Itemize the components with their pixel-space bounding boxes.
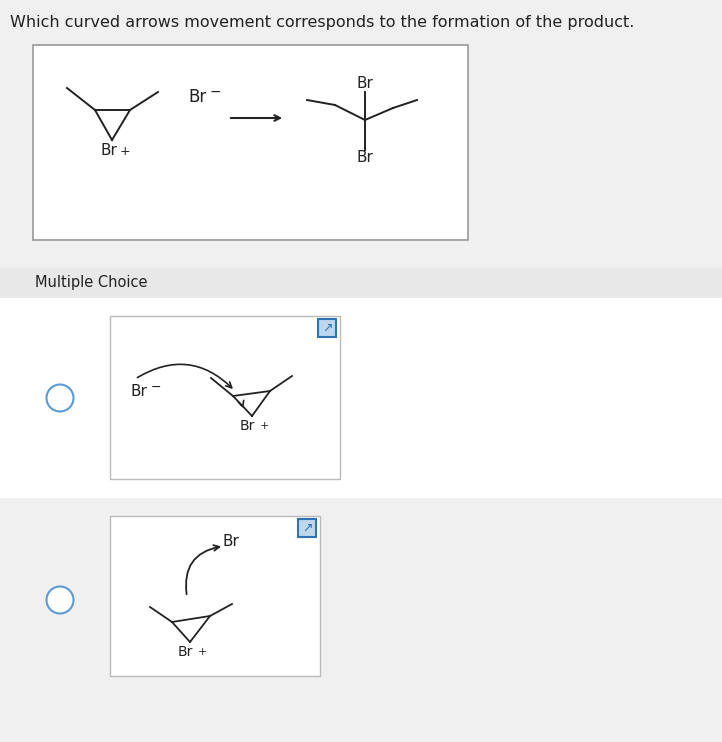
- Circle shape: [46, 384, 74, 412]
- Text: +: +: [120, 145, 131, 158]
- Text: +: +: [260, 421, 269, 431]
- Text: Which curved arrows movement corresponds to the formation of the product.: Which curved arrows movement corresponds…: [10, 15, 635, 30]
- Bar: [0, 498, 722, 742]
- Text: Multiple Choice: Multiple Choice: [35, 275, 147, 290]
- Text: Br: Br: [178, 645, 193, 659]
- Text: ↗: ↗: [322, 321, 332, 335]
- Text: Br: Br: [357, 76, 374, 91]
- Text: Br: Br: [222, 534, 239, 549]
- Bar: [0, 268, 722, 298]
- Text: Br: Br: [357, 150, 374, 165]
- Text: −: −: [151, 381, 162, 393]
- Text: Br: Br: [100, 143, 117, 158]
- Text: Br: Br: [188, 88, 206, 106]
- Text: ↗: ↗: [302, 522, 312, 534]
- Bar: [298, 519, 316, 537]
- Bar: [110, 316, 340, 479]
- Circle shape: [46, 586, 74, 614]
- Bar: [110, 516, 320, 676]
- Text: Br: Br: [240, 419, 256, 433]
- Bar: [33, 45, 468, 240]
- Text: Br: Br: [130, 384, 147, 398]
- Text: −: −: [210, 85, 222, 99]
- Text: +: +: [198, 647, 207, 657]
- Bar: [318, 319, 336, 337]
- Bar: [0, 298, 722, 498]
